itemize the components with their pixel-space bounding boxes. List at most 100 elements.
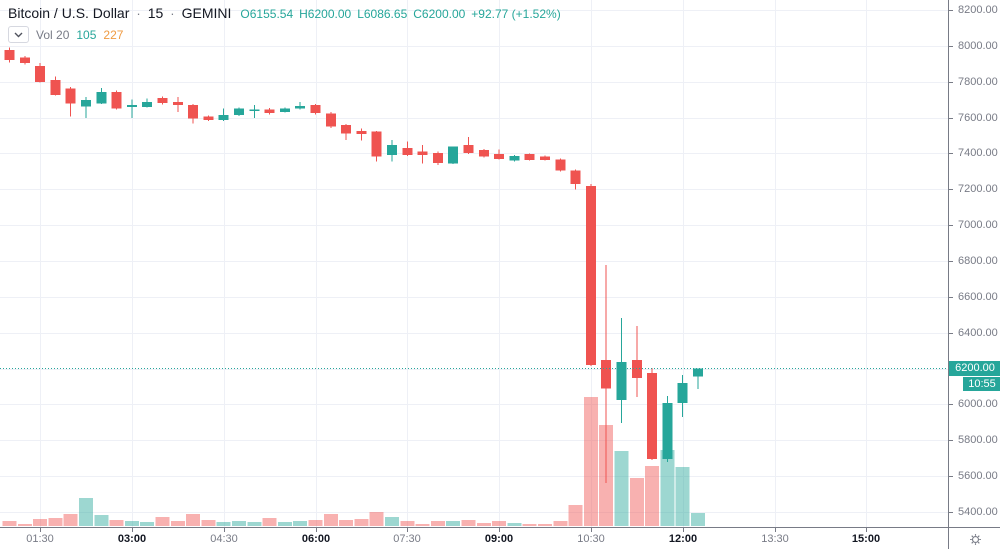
price-tick-label: 6600.00 (958, 291, 998, 303)
candle-body (341, 124, 352, 134)
time-axis[interactable]: 01:30 03:00 04:30 06:00 07:30 09:00 10:30 12:00… (0, 527, 948, 549)
volume-bar (568, 505, 583, 526)
interval-label[interactable]: 15 (147, 5, 164, 21)
volume-bar (339, 520, 354, 526)
exchange-label[interactable]: GEMINI (181, 5, 232, 21)
candle-body (172, 102, 183, 105)
time-tick-label: 07:30 (393, 533, 421, 545)
candle-body (325, 113, 336, 127)
candle-body (616, 361, 627, 400)
volume-bar (155, 517, 170, 526)
price-axis-tick (949, 297, 953, 298)
gear-icon (969, 533, 981, 545)
candle-body (509, 155, 520, 161)
axis-settings-button[interactable] (948, 527, 1000, 549)
candle-body (81, 100, 91, 107)
time-axis-tick (591, 528, 592, 532)
volume-bar (277, 522, 292, 526)
volume-bar (48, 518, 63, 526)
candle-body (356, 131, 367, 134)
candle-body (524, 154, 535, 161)
volume-bar (124, 521, 139, 526)
candle-body (35, 65, 46, 82)
price-axis[interactable]: 6200.00 10:55 8200.00 8000.00 7800.00 7600.… (948, 0, 1000, 527)
volume-bar (461, 520, 476, 526)
current-price-label: 6200.00 (949, 361, 1000, 376)
price-tick-label: 6400.00 (958, 327, 998, 339)
candle-body (677, 382, 688, 403)
candle-body (662, 403, 673, 459)
price-tick-label: 6800.00 (958, 255, 998, 267)
time-axis-tick (683, 528, 684, 532)
candle-body (295, 105, 306, 109)
price-tick-label: 7400.00 (958, 147, 998, 159)
volume-bar (216, 522, 231, 526)
candle-body (65, 88, 76, 104)
price-axis-tick (949, 10, 953, 11)
volume-bar (170, 521, 185, 526)
candle-body (111, 91, 122, 109)
separator: · (136, 6, 141, 21)
candle-body (126, 105, 137, 107)
volume-bar (522, 524, 537, 526)
price-axis-tick (949, 476, 953, 477)
time-tick-label: 12:00 (668, 533, 698, 545)
volume-bar (675, 467, 690, 526)
candle-body (463, 145, 474, 154)
candle-body (157, 97, 168, 104)
candle-body (555, 159, 566, 171)
chart-canvas[interactable] (0, 0, 948, 527)
volume-bar (583, 397, 598, 526)
volume-bar (385, 517, 399, 526)
time-axis-tick (775, 528, 776, 532)
candle-body (387, 145, 397, 155)
volume-ma-value: 227 (103, 27, 124, 42)
candle-body (142, 102, 153, 107)
price-axis-tick (949, 46, 953, 47)
symbol-title[interactable]: Bitcoin / U.S. Dollar (8, 5, 130, 21)
time-axis-tick (316, 528, 317, 532)
price-tick-label: 8000.00 (958, 40, 998, 52)
candle-body (478, 150, 489, 157)
candle-body (218, 115, 229, 120)
chart-pane[interactable] (0, 0, 948, 527)
candle-body (585, 186, 596, 365)
time-axis-tick (40, 528, 41, 532)
volume-indicator-label[interactable]: Vol 20 (36, 27, 70, 42)
volume-indicator-row: Vol 20 105 227 (8, 26, 567, 43)
time-tick-label: 03:00 (117, 533, 147, 545)
price-axis-tick (949, 189, 953, 190)
volume-bar (94, 515, 109, 526)
candle-body (647, 372, 658, 459)
volume-bar (629, 478, 644, 526)
volume-bar (308, 520, 323, 526)
time-tick-label: 09:00 (484, 533, 514, 545)
candle-wick (697, 368, 699, 389)
low-value: L6086.65 (357, 7, 408, 21)
legend-collapse-button[interactable] (8, 26, 29, 43)
time-axis-tick (866, 528, 867, 532)
volume-bar (323, 514, 338, 526)
candle-body (279, 108, 290, 112)
candle-body (448, 146, 459, 164)
time-axis-tick (132, 528, 133, 532)
time-tick-label: 13:30 (761, 533, 789, 545)
time-tick-label: 01:30 (26, 533, 54, 545)
price-axis-tick (949, 82, 953, 83)
volume-bar (247, 522, 262, 526)
candle-wick (131, 99, 133, 119)
volume-bar (17, 524, 32, 526)
candle-body (249, 109, 260, 111)
volume-bar (660, 450, 675, 526)
price-tick-label: 5600.00 (958, 470, 998, 482)
volume-bar (400, 521, 415, 526)
candle-body (264, 109, 275, 114)
price-axis-tick (949, 333, 953, 334)
time-tick-label: 15:00 (851, 533, 881, 545)
ohlc-values: O6155.54 H6200.00 L6086.65 C6200.00 +92.77 (… (240, 7, 566, 21)
candle-body (19, 57, 30, 64)
volume-bar (293, 521, 308, 526)
price-axis-tick (949, 512, 953, 513)
time-tick-label: 04:30 (210, 533, 238, 545)
high-value: H6200.00 (299, 7, 352, 21)
